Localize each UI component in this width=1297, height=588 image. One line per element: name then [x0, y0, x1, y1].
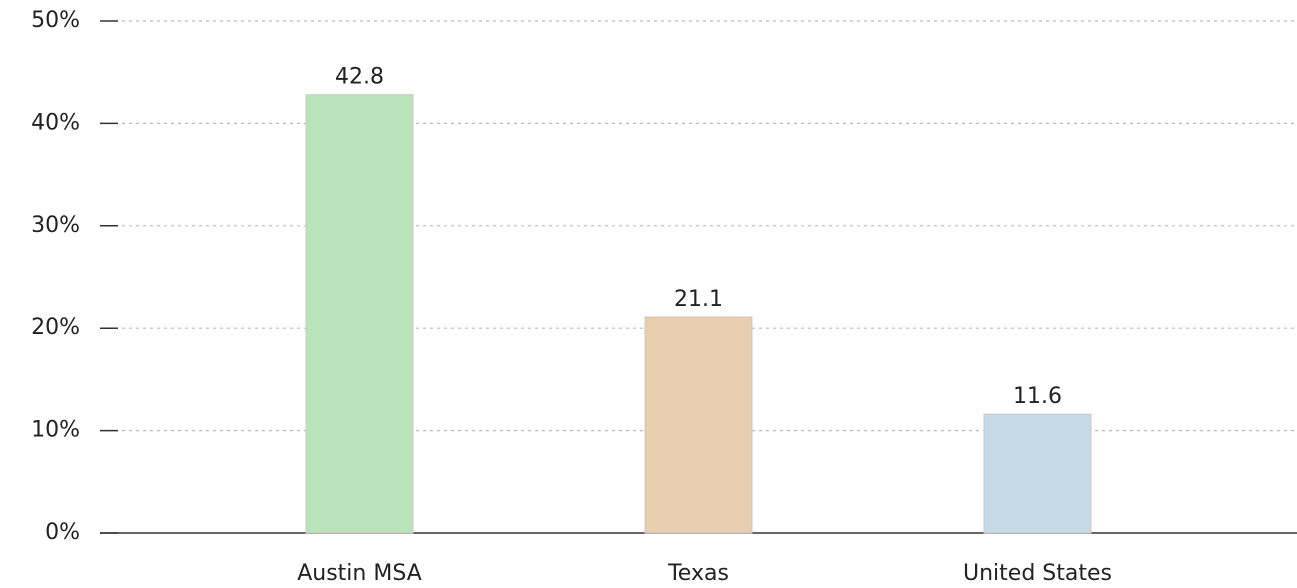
x-tick-label: Texas	[667, 561, 729, 586]
y-tick-label: 20%	[31, 315, 80, 340]
bar	[305, 94, 414, 534]
bar	[983, 413, 1092, 534]
x-tick-label: United States	[963, 561, 1112, 586]
y-tick-label: 40%	[31, 110, 80, 135]
y-tick-label: 50%	[31, 8, 80, 33]
y-tick-label: 0%	[45, 520, 80, 545]
data-label: 11.6	[1013, 384, 1062, 409]
x-tick-label: Austin MSA	[297, 561, 422, 586]
data-label: 21.1	[674, 287, 723, 312]
bar	[644, 316, 753, 534]
y-tick-label: 30%	[31, 213, 80, 238]
y-tick-label: 10%	[31, 418, 80, 443]
data-label: 42.8	[335, 65, 384, 90]
